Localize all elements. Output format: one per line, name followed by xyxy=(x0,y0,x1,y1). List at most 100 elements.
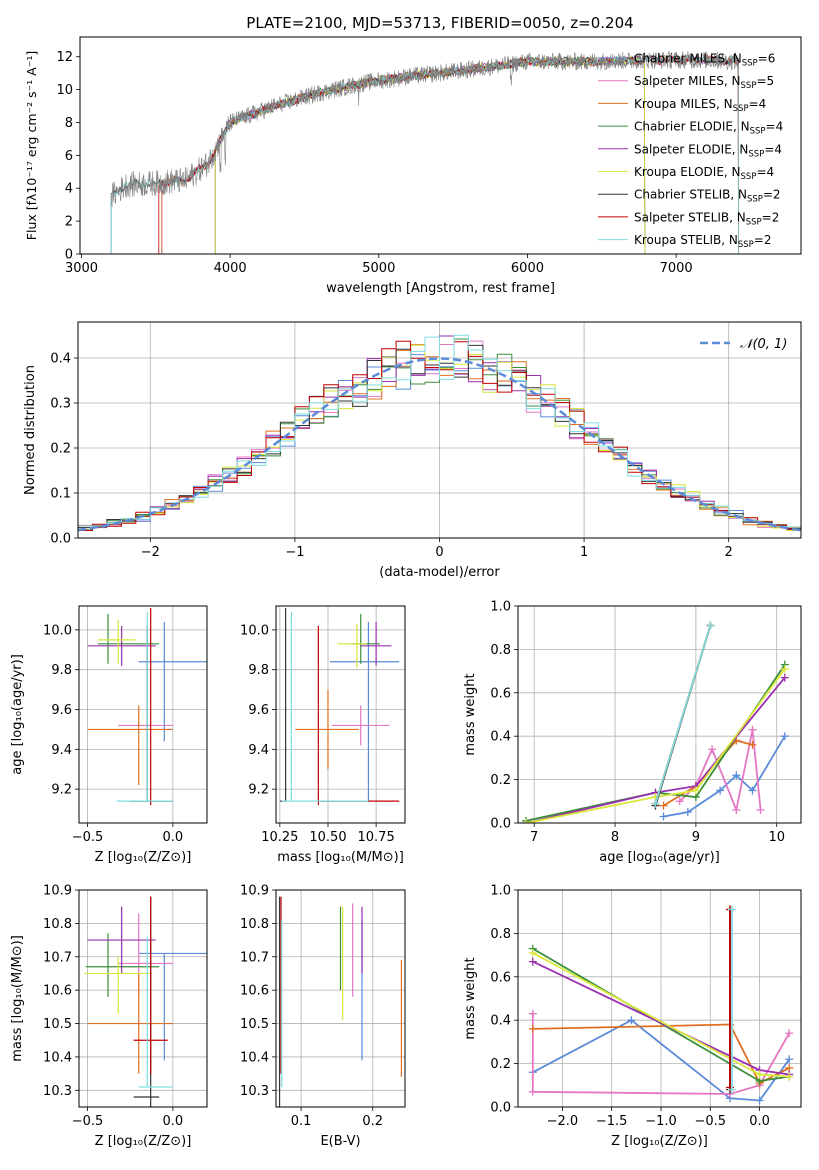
mass_weight_vs_Z-frame xyxy=(517,889,802,1108)
legend-label-sub: SSP xyxy=(747,195,763,205)
residual-legend-label: 𝒩(0, 1) xyxy=(740,337,787,352)
mass_vs_ebv-axes: 0.1 0.2 10.3 10.4 10.5 10.6 10.7 10.8 10.9 E(B-V) xyxy=(240,884,406,1149)
legend-label-tail: =4 xyxy=(764,142,782,156)
legend-label-tail: =2 xyxy=(763,188,781,202)
age_vs_mass-ytick-label: 9.6 xyxy=(248,703,269,718)
mass_vs_Z-axes: −0.5 0.0 10.3 10.4 10.5 10.6 10.7 10.8 10.9 Z [lo… xyxy=(10,884,208,1149)
mass_weight_vs_Z-xtick-label: 0.0 xyxy=(749,1114,770,1129)
mass_vs_ebv-ytick-label: 10.4 xyxy=(240,1050,269,1065)
mass_weight_vs_age-weight-marker xyxy=(780,732,789,741)
mass_weight_vs_age-ytick-label: 0.6 xyxy=(490,686,511,701)
residuals-ytick-label: 0.1 xyxy=(50,487,71,502)
mass_weight_vs_Z-weight-marker xyxy=(627,1016,636,1025)
spectrum-xtick-label: 3000 xyxy=(65,261,98,276)
mass_weight_vs_age-axes: 7 8 9 10 0.0 0.2 0.4 0.6 0.8 1.0 age [log₁₀(age/yr… xyxy=(463,600,802,865)
mass_weight_vs_Z-xtick-label: −0.5 xyxy=(694,1114,726,1129)
legend-label-main: Salpeter STELIB, N xyxy=(634,210,746,224)
mass_vs_Z-ytick-label: 10.4 xyxy=(43,1050,72,1065)
legend-label-main: Chabrier ELODIE, N xyxy=(634,120,750,134)
age_vs_Z-axes: −0.5 0.0 9.2 9.4 9.6 9.8 10.0 Z [log₁₀(Z/Z⊙)] ag… xyxy=(10,605,208,865)
mass_weight_vs_age-weight-marker xyxy=(732,805,741,814)
residuals-xtick-label: 2 xyxy=(725,545,733,560)
mass_weight_vs_Z-weight-marker xyxy=(785,1072,794,1081)
age_vs_mass-xtick-label: 10.50 xyxy=(309,830,346,845)
mass_weight_vs_Z-weight-marker xyxy=(528,1009,537,1018)
residuals-axes: −2 −1 0 1 2 0.0 0.1 0.2 0.3 0.4 (data-model)/error… xyxy=(23,321,802,580)
mass_weight_vs_Z-weight-marker xyxy=(528,1087,537,1096)
age_vs_mass-ytick-label: 9.8 xyxy=(248,663,269,678)
mass_weight_vs_Z-xlabel: Z [log₁₀(Z/Z⊙)] xyxy=(611,1134,708,1149)
spectrum-xtick-label: 7000 xyxy=(660,261,693,276)
mass_vs_Z-ylabel: mass [log₁₀(M/M⊙)] xyxy=(10,935,25,1062)
legend-label-sub: SSP xyxy=(748,149,764,159)
spectrum-ylabel: Flux [fλ10⁻¹⁷ erg cm⁻² s⁻¹ A⁻¹] xyxy=(24,51,39,240)
mass_vs_ebv-plot-area xyxy=(276,890,405,1107)
mass_weight_vs_Z-weight-marker xyxy=(727,1085,736,1094)
spectrum-ytick-label: 4 xyxy=(65,182,73,197)
age_vs_mass-ytick-label: 9.2 xyxy=(248,783,269,798)
residuals-ytick-label: 0.0 xyxy=(50,532,71,547)
mass_vs_ebv-xlabel: E(B-V) xyxy=(320,1134,360,1149)
mass_weight_vs_Z-weight-marker xyxy=(785,1029,794,1038)
residuals-xtick-label: −1 xyxy=(285,545,304,560)
age_vs_Z-plot-area xyxy=(79,606,207,823)
mass_weight_vs_age-weight-marker xyxy=(780,673,789,682)
mass_weight_vs_age-xtick-label: 7 xyxy=(530,830,538,845)
age_vs_Z-ytick-label: 10.0 xyxy=(43,623,72,638)
mass_weight_vs_Z-ytick-label: 0.8 xyxy=(490,927,511,942)
mass_weight_vs_Z-ytick-label: 1.0 xyxy=(490,884,511,899)
legend-label: Salpeter MILES, NSSP=5 xyxy=(634,74,774,91)
spectrum-xtick-label: 6000 xyxy=(511,261,544,276)
age_vs_mass-plot-area xyxy=(276,606,405,823)
mass_weight_vs_age-weight-marker xyxy=(651,799,660,808)
mass_weight_vs_Z-weight-marker xyxy=(727,905,736,914)
mass_weight_vs_age-weight-line xyxy=(525,668,786,823)
mass_weight_vs_Z-xtick-label: −2.0 xyxy=(547,1114,579,1129)
legend-label-sub: SSP xyxy=(741,81,757,91)
mass_weight_vs_age-ytick-label: 0.2 xyxy=(490,773,511,788)
mass_weight_vs_age-frame xyxy=(517,605,802,824)
age_vs_Z-xtick-label: −0.5 xyxy=(72,830,104,845)
spectrum-ytick-label: 6 xyxy=(65,149,73,164)
mass_weight_vs_Z-ytick-label: 0.0 xyxy=(490,1101,511,1116)
legend-label-tail: =4 xyxy=(756,165,774,179)
age_vs_mass-axes: 10.25 10.50 10.75 9.2 9.4 9.6 9.8 10.0 mass [log… xyxy=(240,605,406,865)
age_vs_mass-xlabel: mass [log₁₀(M/M⊙)] xyxy=(277,850,404,865)
legend-label-tail: =6 xyxy=(758,52,776,66)
mass_weight_vs_age-weight-marker xyxy=(706,621,715,630)
mass_weight_vs_age-weight-marker xyxy=(683,808,692,817)
mass_weight_vs_age-ytick-label: 0.0 xyxy=(490,817,511,832)
mass_vs_ebv-ytick-label: 10.8 xyxy=(240,917,269,932)
mass_weight_vs_age-ytick-label: 0.4 xyxy=(490,730,511,745)
mass_weight_vs_Z-weight-marker xyxy=(528,957,537,966)
age_vs_mass-ytick-label: 10.0 xyxy=(240,623,269,638)
mass_weight_vs_Z-axes: −2.0 −1.5 −1.0 −0.5 0.0 0.0 0.2 0.4 0.6 0.8 1.0 Z [… xyxy=(463,884,802,1149)
mass_vs_ebv-xtick-label: 0.1 xyxy=(291,1114,312,1129)
mass_vs_ebv-frame xyxy=(275,889,406,1108)
spectrum-xtick-label: 4000 xyxy=(214,261,247,276)
spectrum-ytick-label: 2 xyxy=(65,215,73,230)
legend-label-sub: SSP xyxy=(742,59,758,69)
legend-label: Kroupa ELODIE, NSSP=4 xyxy=(634,165,774,182)
mass_weight_vs_Z-xtick-label: −1.0 xyxy=(645,1114,677,1129)
spectrum-frame xyxy=(79,36,802,255)
mass_weight_vs_age-weight-marker xyxy=(748,786,757,795)
mass_weight_vs_Z-weight-marker xyxy=(755,1096,764,1105)
spectrum-data-line xyxy=(110,50,739,207)
mass_vs_ebv-ytick-label: 10.5 xyxy=(240,1017,269,1032)
legend-label: Salpeter ELODIE, NSSP=4 xyxy=(634,142,782,159)
mass_vs_Z-ytick-label: 10.5 xyxy=(43,1017,72,1032)
mass_vs_Z-plot-area xyxy=(79,890,207,1107)
legend-label-tail: =2 xyxy=(762,210,780,224)
residuals-ylabel: Normed distribution xyxy=(23,365,38,495)
legend-label-tail: =5 xyxy=(756,74,774,88)
age_vs_Z-ytick-label: 9.4 xyxy=(51,743,72,758)
spectrum-axes: 3000 4000 5000 6000 7000 0 2 4 6 8 10 12 wavelength … xyxy=(24,36,802,296)
spectrum-ytick-label: 8 xyxy=(65,116,73,131)
mass_weight_vs_age-weight-line xyxy=(654,625,712,804)
residuals-ytick-label: 0.2 xyxy=(50,442,71,457)
mass_weight_vs_age-xlabel: age [log₁₀(age/yr)] xyxy=(599,850,720,865)
mass_weight_vs_age-xtick-label: 10 xyxy=(768,830,785,845)
residuals-ytick-label: 0.3 xyxy=(50,397,71,412)
